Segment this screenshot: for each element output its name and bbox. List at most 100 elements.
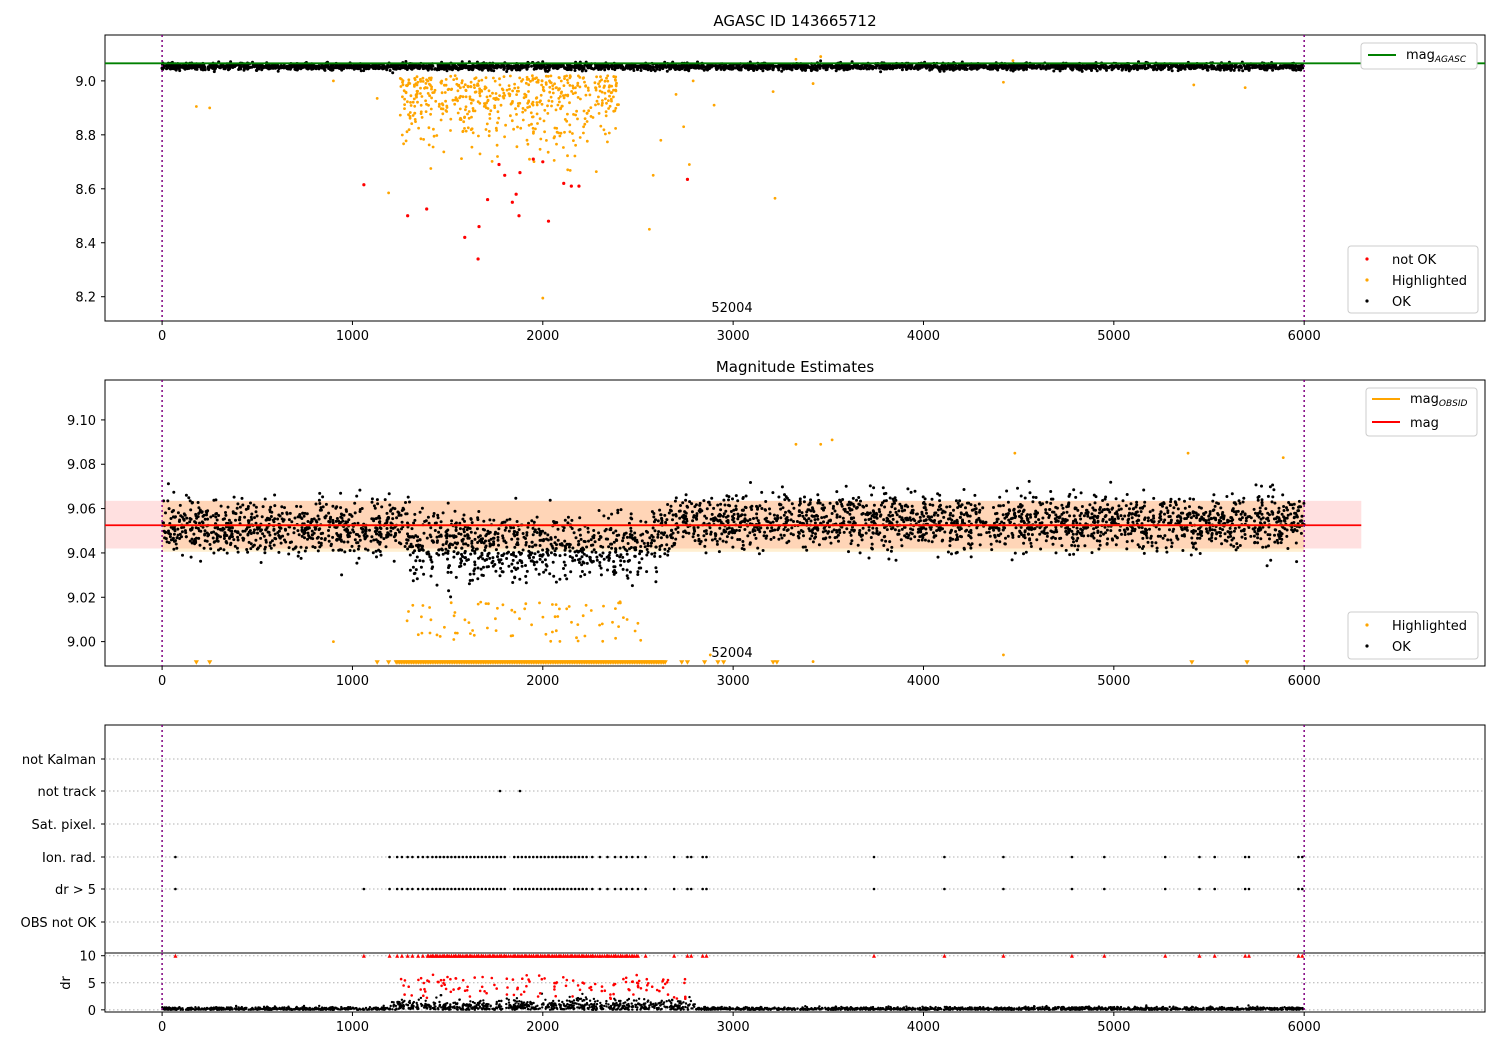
highlighted-point: [441, 103, 445, 107]
ok-point: [809, 69, 813, 73]
ok-point: [273, 493, 277, 497]
ok-point: [492, 518, 496, 522]
ok-point: [368, 528, 371, 532]
agasc-legend-mag: mag: [1406, 48, 1435, 63]
highlighted-point: [458, 107, 462, 111]
ok-point: [1234, 513, 1238, 516]
highlighted-point: [469, 85, 473, 89]
highlighted-point: [416, 100, 419, 104]
highlighted-point: [597, 95, 600, 99]
highlighted-point: [413, 83, 416, 87]
ok-point: [910, 504, 914, 508]
highlighted-point: [587, 109, 591, 113]
highlighted-point: [604, 132, 607, 136]
ok-point: [213, 67, 217, 71]
ok-point: [486, 552, 490, 556]
highlighted-point: [401, 83, 405, 87]
highlighted-point: [607, 99, 610, 102]
highlighted-point: [568, 74, 572, 78]
ok-point: [488, 518, 492, 522]
highlighted-point: [585, 120, 589, 123]
ok-point: [1128, 507, 1131, 511]
highlighted-point: [505, 88, 509, 92]
highlighted-point: [526, 142, 530, 146]
highlighted-point: [461, 129, 465, 133]
highlighted-point: [504, 123, 507, 127]
ok-point: [581, 68, 585, 71]
highlighted-point: [419, 103, 423, 107]
ok-point: [236, 535, 240, 539]
ok-point: [897, 509, 901, 513]
ok-point: [236, 538, 240, 542]
highlighted-point: [551, 91, 555, 95]
ok-point: [548, 572, 552, 576]
ok-point: [521, 64, 524, 67]
highlighted-point: [563, 130, 566, 134]
highlighted-point: [535, 101, 539, 104]
ok-point: [464, 66, 468, 70]
ok-point: [864, 65, 867, 69]
ok-point: [548, 498, 552, 502]
ok-point: [1285, 534, 1289, 538]
ok-point: [1204, 64, 1207, 68]
ok-point: [930, 497, 934, 501]
ok-point: [587, 539, 590, 543]
ok-point: [1269, 66, 1273, 70]
highlighted-point: [464, 95, 468, 99]
ok-point: [918, 63, 921, 67]
ok-point: [795, 520, 799, 523]
highlighted-point: [462, 85, 466, 89]
ok-point: [444, 542, 448, 545]
ok-point: [642, 66, 646, 70]
ok-point: [962, 488, 966, 491]
ok-point: [413, 518, 417, 522]
highlighted-point: [562, 146, 565, 149]
highlighted-point: [429, 107, 433, 111]
ok-point: [604, 65, 608, 68]
ok-point: [1208, 528, 1212, 532]
ok-point: [825, 68, 829, 71]
ok-point: [512, 526, 515, 530]
highlighted-point: [519, 126, 523, 130]
ok-point: [1092, 527, 1096, 531]
highlighted-point: [532, 130, 535, 134]
highlighted-point: [429, 76, 433, 80]
ok-point: [736, 512, 740, 516]
ok-point: [1111, 506, 1115, 510]
highlighted-point: [712, 103, 716, 107]
highlighted-point: [539, 93, 543, 97]
highlighted-point: [595, 75, 598, 79]
ok-point: [418, 65, 422, 69]
ok-point: [594, 66, 597, 70]
highlighted-point: [419, 112, 423, 115]
ok-point: [214, 64, 218, 68]
highlighted-point: [536, 78, 540, 82]
highlighted-point: [499, 103, 503, 107]
not-ok-point: [425, 207, 429, 211]
ok-point: [1027, 520, 1031, 524]
ok-point: [1229, 516, 1233, 519]
ok-point: [260, 65, 263, 69]
highlighted-point: [597, 112, 601, 115]
ok-point: [1045, 500, 1049, 504]
ok-point: [1082, 514, 1086, 518]
highlighted-point: [476, 100, 480, 104]
ok-point: [492, 540, 496, 544]
highlighted-point: [605, 76, 608, 80]
highlighted-point: [427, 143, 431, 147]
ok-point: [597, 68, 601, 71]
ok-point: [1068, 553, 1072, 557]
ok-point: [410, 527, 414, 531]
highlighted-point: [548, 90, 552, 94]
ok-point: [1121, 64, 1125, 68]
highlighted-point: [555, 86, 558, 89]
ok-point: [391, 71, 395, 75]
ok-point: [331, 66, 335, 70]
ok-point: [754, 536, 758, 540]
ok-point: [233, 64, 237, 68]
agasc-legend-upper: magAGASC: [1360, 42, 1478, 70]
highlighted-point: [588, 93, 592, 97]
ok-point: [370, 535, 374, 539]
ok-point: [986, 66, 990, 70]
highlighted-point: [544, 83, 548, 86]
